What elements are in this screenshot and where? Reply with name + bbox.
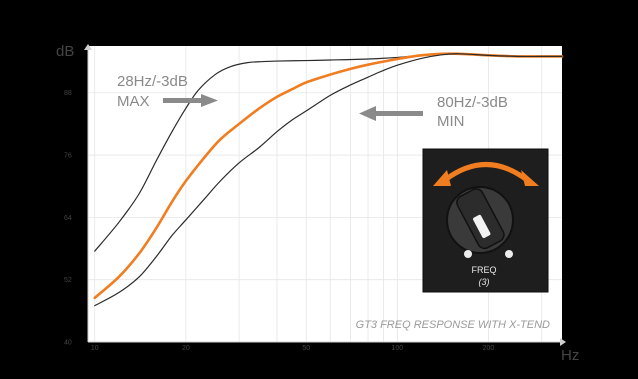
x-tick-labels: 10 20 50 100 200 [91,345,495,352]
series-line-min [94,53,563,307]
rotate-arrow-icon [433,162,539,186]
x-tick-label: 50 [302,345,310,352]
knob-label: FREQ [471,265,496,275]
min-arrow-icon [359,106,423,121]
rotary-knob-icon [446,186,514,258]
y-tick-label: 64 [64,215,72,222]
y-tick-label: 88 [64,90,72,97]
x-tick-label: 200 [483,345,495,352]
max-annotation-line1: 28Hz/-3dB [117,73,188,90]
y-tick-label: 76 [64,153,72,160]
x-axis-label: Hz [561,347,579,364]
x-tick-label: 20 [182,345,190,352]
y-axis-label: dB [56,43,74,60]
x-tick-label: 10 [91,345,99,352]
min-annotation-line1: 80Hz/-3dB [437,94,508,111]
max-arrow-icon [163,94,218,107]
x-axis-arrow [560,338,566,346]
x-tick-label: 100 [392,345,404,352]
y-tick-label: 52 [64,277,72,284]
y-axis-arrow [84,44,92,50]
knob-panel: FREQ (3) [422,148,549,293]
y-tick-label: 40 [64,340,72,347]
y-tick-labels: 40 52 64 76 88 [64,90,72,346]
chart-footer-caption: GT3 FREQ RESPONSE WITH X-TEND [356,319,550,331]
series-lines [93,52,564,307]
knob-sublabel: (3) [479,277,490,287]
max-annotation-line2: MAX [117,93,150,110]
plot-frame [84,44,566,346]
min-annotation-line2: MIN [437,113,465,130]
